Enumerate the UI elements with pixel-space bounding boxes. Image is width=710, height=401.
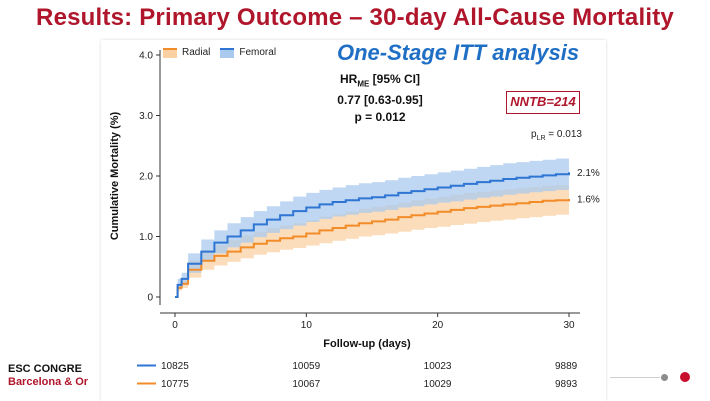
legend-swatch-radial (163, 47, 177, 58)
at-risk-femoral-3: 9889 (555, 361, 578, 372)
hazard-ratio-block: HRME [95% CI] 0.77 [0.63-0.95] p = 0.012 (300, 71, 460, 126)
slide-title: Results: Primary Outcome – 30-day All-Ca… (36, 4, 674, 31)
nav-dot-grey (661, 374, 668, 381)
y-tick-label-2: 2.0 (139, 172, 153, 183)
hr-value: 0.77 [0.63-0.95] (337, 93, 423, 108)
legend-swatch-femoral (220, 47, 235, 58)
legend-item-radial: Radial (163, 47, 210, 58)
at-risk-femoral-2: 10023 (424, 361, 452, 372)
at-risk-radial-3: 9893 (555, 379, 578, 390)
p-lr-value: = 0.013 (545, 129, 582, 140)
at-risk-femoral-1: 10059 (292, 361, 320, 372)
hr-label-rest: [95% CI] (369, 72, 421, 86)
x-tick-label-2: 20 (432, 320, 444, 331)
p-lr-sub: LR (536, 135, 546, 142)
congress-location: Barcelona & Or (8, 376, 89, 388)
legend-label-radial: Radial (182, 47, 211, 58)
series-line-radial (175, 199, 570, 298)
x-axis-title: Follow-up (days) (323, 338, 411, 350)
end-label-radial: 1.6% (577, 194, 600, 205)
x-tick-label-3: 30 (563, 320, 575, 331)
series-line-femoral (175, 172, 570, 298)
analysis-label: One-Stage ITT analysis (337, 40, 580, 65)
nav-dot-red (680, 372, 690, 382)
p-lr-main: p (531, 129, 537, 140)
p-lr-label: pLR = 0.013 (531, 129, 582, 142)
at-risk-femoral-0: 10825 (161, 361, 189, 372)
x-tick-label-1: 10 (301, 320, 313, 331)
y-tick-label-3: 3.0 (139, 111, 153, 122)
nntb-box: NNTB=214 (506, 91, 580, 114)
x-tick-label-0: 0 (172, 320, 178, 331)
at-risk-radial-0: 10775 (161, 379, 189, 390)
chart-legend: Radial Femoral (163, 47, 286, 58)
y-tick-label-4: 4.0 (139, 51, 153, 62)
footer-divider (610, 377, 660, 378)
end-label-femoral: 2.1% (577, 168, 600, 179)
congress-name: ESC CONGRE (8, 363, 82, 375)
y-axis-title: Cumulative Mortality (%) (109, 111, 121, 240)
congress-footer: ESC CONGRE Barcelona & Or (8, 363, 88, 389)
hr-label: HRME [95% CI] (300, 71, 460, 92)
p-value: p = 0.012 (354, 110, 406, 125)
y-tick-label-1: 1.0 (139, 232, 153, 243)
at-risk-radial-1: 10067 (292, 379, 320, 390)
hr-label-sub: ME (357, 79, 370, 89)
legend-item-femoral: Femoral (220, 47, 276, 58)
y-tick-label-0: 0 (147, 293, 153, 304)
legend-label-femoral: Femoral (239, 47, 277, 58)
at-risk-radial-2: 10029 (424, 379, 452, 390)
hr-label-main: HR (339, 72, 358, 86)
ci-band-femoral (175, 156, 569, 297)
ci-band-radial (175, 183, 569, 297)
